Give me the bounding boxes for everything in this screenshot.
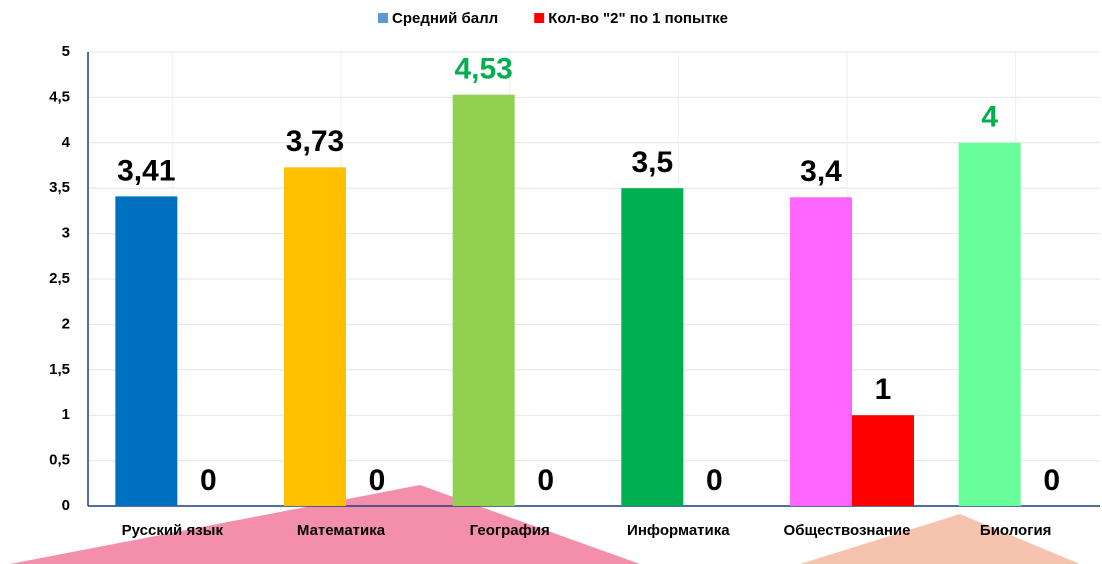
y-tick-label: 5 xyxy=(62,43,70,60)
data-label: 3,73 xyxy=(286,125,344,158)
decoration xyxy=(800,514,1080,564)
y-tick-label: 2 xyxy=(62,315,70,332)
data-label: 3,5 xyxy=(631,146,673,179)
legend-swatch xyxy=(378,13,388,23)
y-tick-label: 3 xyxy=(62,225,70,242)
data-label: 4 xyxy=(981,101,998,134)
x-tick-label: Обществознание xyxy=(784,522,911,539)
y-tick-label: 4,5 xyxy=(49,88,70,105)
bar xyxy=(621,188,684,506)
x-tick-label: Математика xyxy=(297,522,386,539)
bar xyxy=(790,197,852,506)
data-label: 1 xyxy=(875,373,892,406)
data-label: 0 xyxy=(537,464,554,497)
legend-label: Средний балл xyxy=(392,10,498,27)
data-label: 4,53 xyxy=(454,53,512,86)
y-tick-label: 0,5 xyxy=(49,452,70,469)
data-label: 3,4 xyxy=(800,155,842,188)
data-label: 0 xyxy=(706,464,723,497)
data-label: 3,41 xyxy=(117,154,175,187)
legend-label: Кол-во "2" по 1 попытке xyxy=(548,10,728,27)
bar xyxy=(958,142,1021,507)
bar xyxy=(284,167,346,507)
data-label: 0 xyxy=(1043,464,1060,497)
data-label: 0 xyxy=(369,464,386,497)
bar xyxy=(852,415,914,506)
x-tick-label: Русский язык xyxy=(122,522,224,539)
x-tick-label: Биология xyxy=(980,522,1052,539)
y-tick-label: 2,5 xyxy=(49,270,70,287)
x-tick-label: Информатика xyxy=(627,522,730,539)
y-tick-label: 1 xyxy=(62,406,70,423)
data-label: 0 xyxy=(200,464,217,497)
y-tick-label: 0 xyxy=(62,497,70,514)
bar xyxy=(115,196,178,506)
legend-swatch xyxy=(534,13,545,23)
y-tick-label: 4 xyxy=(62,134,71,151)
x-tick-label: География xyxy=(470,522,550,539)
y-tick-label: 1,5 xyxy=(49,361,70,378)
bar xyxy=(452,94,515,507)
y-tick-label: 3,5 xyxy=(49,179,70,196)
decoration xyxy=(10,485,640,564)
